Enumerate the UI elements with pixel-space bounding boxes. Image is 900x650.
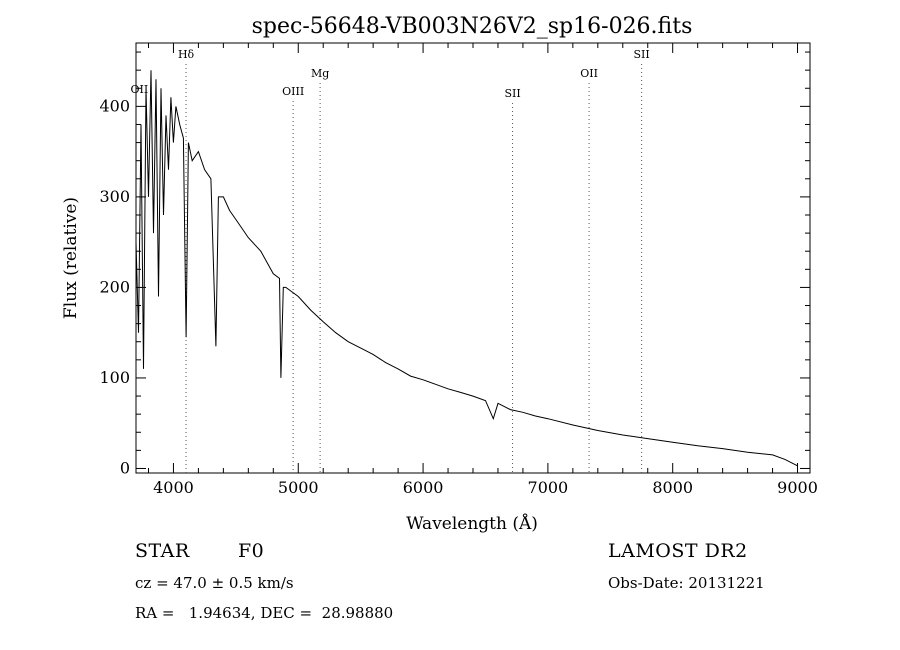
emission-line-label: SII xyxy=(634,48,650,61)
emission-line-label: Hδ xyxy=(178,48,195,61)
survey-name: LAMOST DR2 xyxy=(608,540,748,562)
y-tick-label: 0 xyxy=(120,458,130,477)
x-tick-label: 4000 xyxy=(153,478,194,497)
spectrum-line xyxy=(135,70,798,467)
emission-line-label: Mg xyxy=(311,67,329,80)
emission-line-label: SII xyxy=(504,87,520,100)
plot-frame xyxy=(135,42,811,474)
object-subclass: F0 xyxy=(238,540,265,562)
axis-ticks: 4000 5000 6000 7000 8000 9000 0 100 200 300 400 xyxy=(99,43,818,497)
sky-coordinates: RA = 1.94634, DEC = 28.98880 xyxy=(135,604,394,622)
y-tick-label: 400 xyxy=(99,96,130,115)
y-axis-label: Flux (relative) xyxy=(61,197,81,319)
object-class: STAR xyxy=(135,540,190,562)
observation-date: Obs-Date: 20131221 xyxy=(608,574,765,592)
x-axis-label: Wavelength (Å) xyxy=(406,513,538,534)
emission-line-label: OII xyxy=(131,83,149,96)
chart-title: spec-56648-VB003N26V2_sp16-026.fits xyxy=(252,14,693,39)
y-tick-label: 200 xyxy=(99,277,130,296)
x-tick-label: 8000 xyxy=(652,478,693,497)
y-tick-label: 100 xyxy=(99,368,130,387)
y-tick-label: 300 xyxy=(99,187,130,206)
emission-line-label: OIII xyxy=(282,85,304,98)
redshift-velocity: cz = 47.0 ± 0.5 km/s xyxy=(135,574,294,592)
x-tick-label: 6000 xyxy=(403,478,444,497)
emission-line-label: OII xyxy=(580,67,598,80)
x-tick-label: 7000 xyxy=(528,478,569,497)
x-tick-label: 5000 xyxy=(278,478,319,497)
spectrum-series xyxy=(135,70,798,467)
emission-line-markers: OII Hδ OIII Mg SII OII SII xyxy=(131,48,650,473)
x-tick-label: 9000 xyxy=(777,478,818,497)
